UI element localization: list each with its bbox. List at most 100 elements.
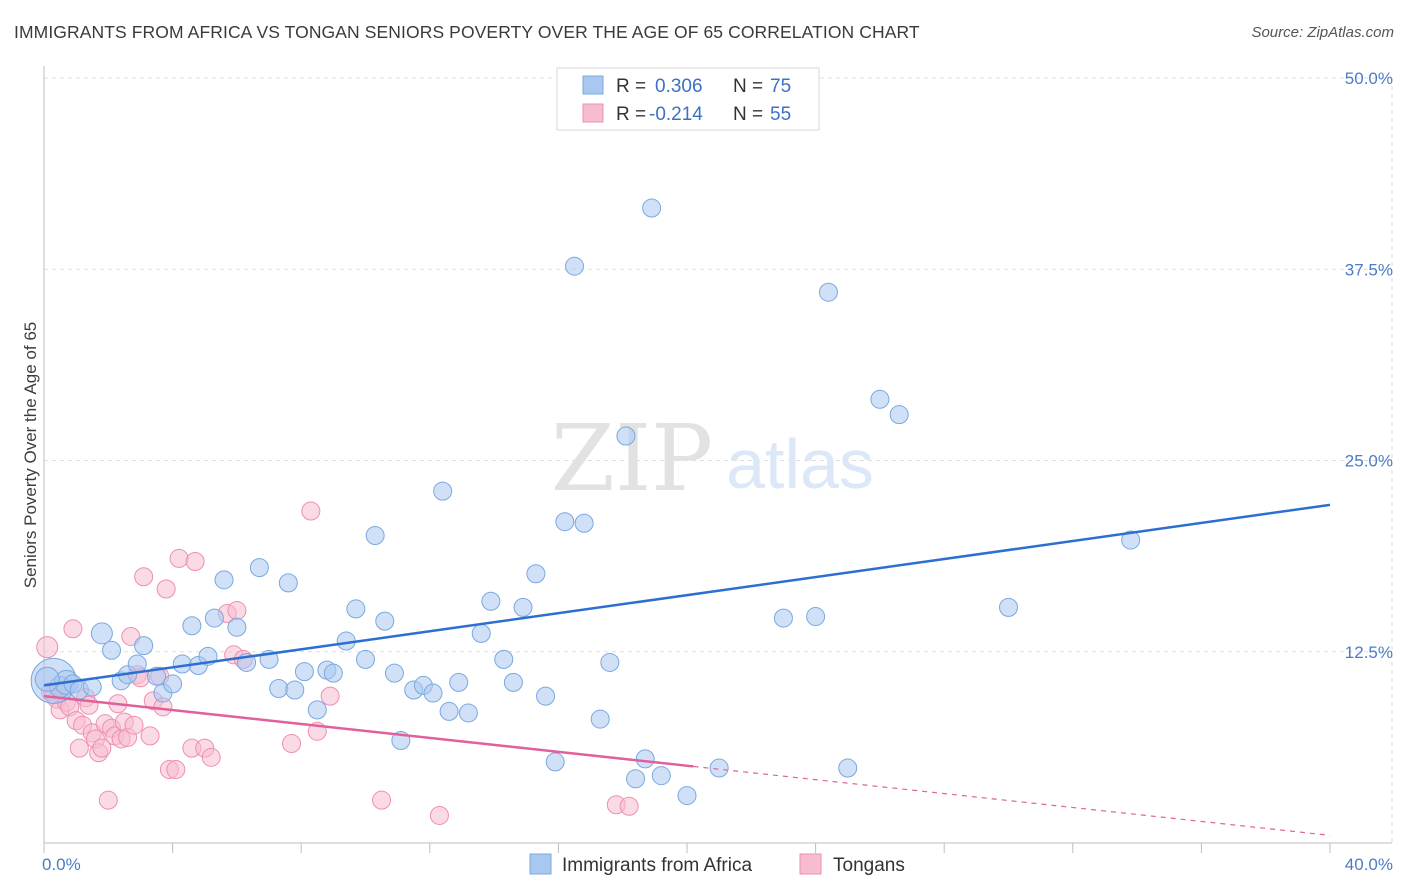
africa-point [458,703,478,723]
y-tick-label: 37.5% [1345,260,1393,279]
watermark: ZIP atlas [551,405,874,512]
africa-point [307,700,327,720]
tongan-point [301,501,321,521]
legend-tongan-r-value: -0.214 [649,104,703,125]
africa-point [870,389,890,409]
legend-africa-n-value: 75 [770,76,791,97]
legend-africa-r-value: 0.306 [655,76,703,97]
tongan-point [619,796,639,816]
africa-point [423,683,443,703]
africa-point [806,607,826,627]
tongan-point [185,551,205,571]
africa-point [773,608,793,628]
africa-point [889,405,909,425]
africa-point [278,573,298,593]
bottom-legend-swatch-tongan [799,853,822,875]
africa-point [134,636,154,656]
africa-point [471,623,491,643]
tongan-point [166,760,186,780]
legend-tongan-r-label: R = [616,104,646,125]
y-tick-label: 25.0% [1345,452,1393,471]
tongan-point [134,567,154,587]
tongan-point [63,619,83,639]
tongan-point [92,738,112,758]
africa-point [574,513,594,533]
tongan-point [169,548,189,568]
tongan-point [372,790,392,810]
africa-point [513,597,533,617]
legend-africa-n-label: N = [733,76,763,97]
africa-points [30,198,1141,806]
tongan-point [429,805,449,825]
tongan-point [227,600,247,620]
tick-labels: 12.5% 25.0% 37.5% 50.0% 0.0% 40.0% [42,69,1393,874]
correlation-legend: R = 0.306 N = 75 R = -0.214 N = 55 [556,67,820,131]
africa-point [294,662,314,682]
source-label: Source: ZipAtlas.com [1251,24,1394,41]
africa-point [365,525,385,545]
africa-point [481,591,501,611]
africa-point [163,674,183,694]
africa-point [102,640,122,660]
tongan-points [36,501,639,825]
africa-point [249,558,269,578]
y-tick-label: 12.5% [1345,643,1393,662]
africa-point [90,622,113,645]
africa-point [1121,530,1141,550]
tongan-point [121,626,141,646]
africa-point [227,617,247,637]
africa-point [449,672,469,692]
tongan-point [156,579,176,599]
legend-tongan-n-label: N = [733,104,763,125]
grid-lines [44,77,1393,843]
tongan-point [140,726,160,746]
africa-point [999,597,1018,617]
africa-point [384,663,404,683]
africa-point [204,608,224,628]
africa-point [356,649,375,669]
tongan-point [36,636,59,659]
legend-tongan-n-value: 55 [770,104,791,125]
x-tick-label: 0.0% [42,855,81,874]
africa-point [555,512,575,532]
africa-point [214,570,234,590]
africa-point [616,426,636,446]
tongan-point [124,715,144,735]
africa-point [346,599,366,619]
bottom-legend-tongan: Tongans [833,855,905,876]
africa-point [590,709,610,729]
watermark-atlas: atlas [726,425,874,503]
axes [43,66,1392,853]
series-legend: Immigrants from Africa Tongans [529,853,905,876]
africa-point [818,282,838,302]
africa-point [285,680,305,700]
africa-trend-line [43,503,1331,687]
tongan-point [69,738,89,758]
africa-point [147,666,167,686]
africa-point [375,611,395,631]
chart-title: IMMIGRANTS FROM AFRICA VS TONGAN SENIORS… [14,22,920,42]
africa-point [600,652,620,672]
tongan-trend-line [43,694,694,768]
africa-point [838,758,858,778]
watermark-zip: ZIP [551,405,713,512]
africa-point [494,649,514,669]
africa-point [536,686,556,706]
africa-point [269,678,289,698]
africa-point [439,701,459,721]
legend-africa-r-label: R = [616,76,646,97]
bottom-legend-africa: Immigrants from Africa [562,855,752,876]
legend-swatch-africa [582,75,604,95]
africa-point [709,758,729,778]
legend-swatch-tongan [582,103,604,123]
africa-point [626,769,646,789]
tongan-point [201,747,221,767]
tongan-trend-line-extension [693,765,1331,836]
africa-point [182,616,202,636]
tongan-point [320,686,340,706]
africa-point [635,749,655,769]
tongan-point [79,695,99,715]
x-tick-label: 40.0% [1345,855,1393,874]
africa-point [677,786,697,806]
